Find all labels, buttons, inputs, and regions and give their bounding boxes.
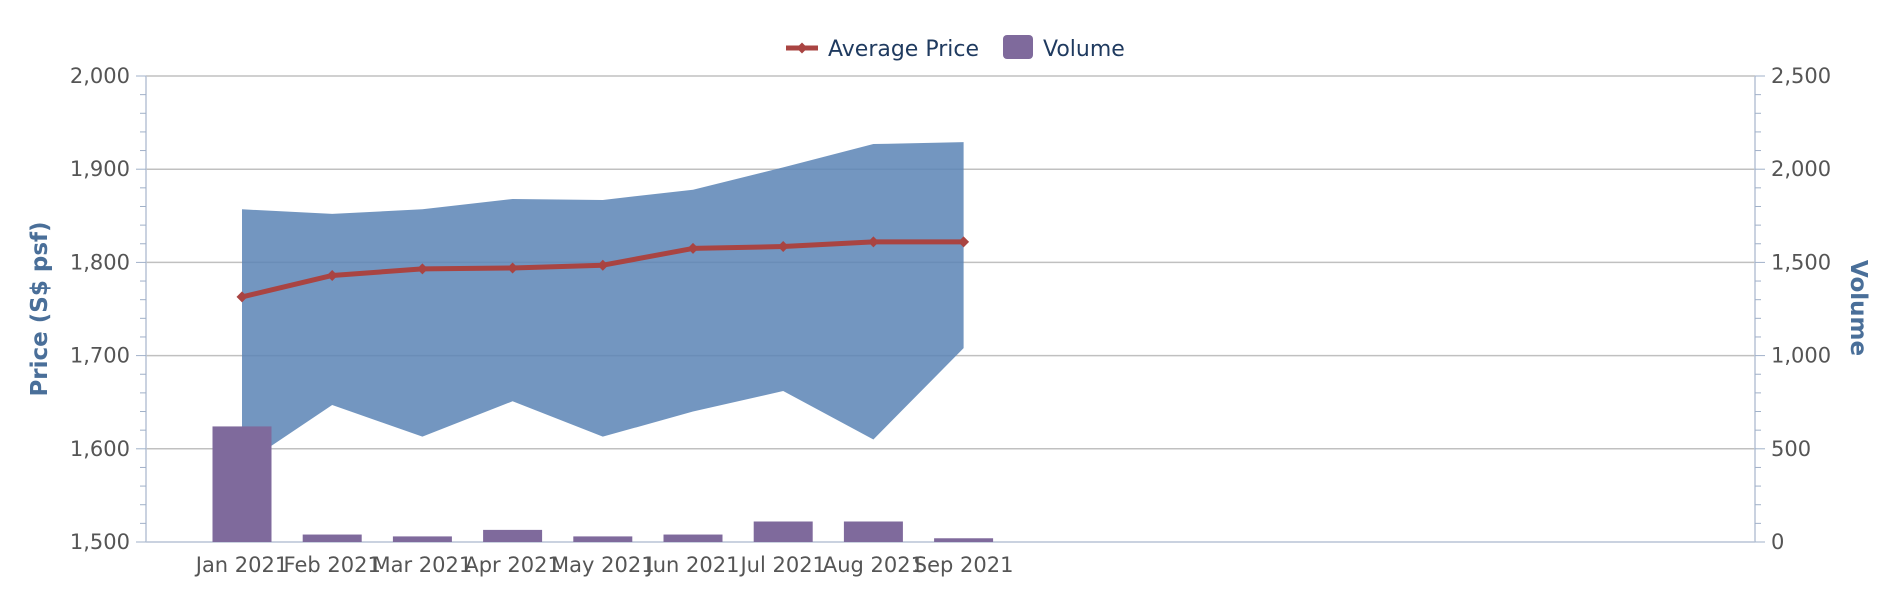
x-tick-label: Mar 2021 [373,553,473,577]
average-price-point [958,236,970,248]
left-tick-label: 1,800 [70,250,130,274]
volume-bar [934,538,994,542]
right-tick-label: 500 [1771,437,1811,461]
average-price-point [236,291,248,303]
volume-bar [392,536,452,542]
left-tick-label: 1,900 [70,157,130,181]
legend-label-volume: Volume [1043,37,1125,62]
x-tick-label: Jul 2021 [738,553,825,577]
left-axis-title: Price (S$ psf) [27,221,53,396]
average-price-point [597,259,609,271]
right-axis-title: Volume [1845,260,1871,356]
x-tick-label: Apr 2021 [464,553,560,577]
x-tick-label: Feb 2021 [284,553,381,577]
x-tick-label: Aug 2021 [823,553,924,577]
volume-bar [843,521,903,542]
x-tick-label: May 2021 [551,553,655,577]
average-price-point [326,269,338,281]
legend-volume-swatch [1003,35,1033,59]
left-tick-label: 1,500 [70,530,130,554]
volume-bar [573,536,633,542]
x-tick-label: Sep 2021 [914,553,1014,577]
average-price-point [867,236,879,248]
legend-price-marker [796,42,808,54]
volume-bar [483,529,543,542]
x-tick-label: Jun 2021 [645,553,740,577]
right-tick-label: 2,000 [1771,157,1831,181]
left-tick-label: 1,600 [70,437,130,461]
volume-bar [302,534,362,542]
average-price-point [777,241,789,253]
right-tick-label: 2,500 [1771,64,1831,88]
volume-bar [212,426,272,542]
average-price-point [507,262,519,274]
legend-label-average-price: Average Price [828,37,979,62]
right-tick-label: 1,500 [1771,250,1831,274]
volume-bar [753,521,813,542]
right-tick-label: 0 [1771,530,1784,554]
average-price-point [687,242,699,254]
right-tick-label: 1,000 [1771,344,1831,368]
price-range-area [242,142,964,466]
x-tick-label: Jan 2021 [194,553,289,577]
volume-bar [663,534,723,542]
left-tick-label: 1,700 [70,344,130,368]
average-price-point [416,263,428,275]
left-tick-label: 2,000 [70,64,130,88]
